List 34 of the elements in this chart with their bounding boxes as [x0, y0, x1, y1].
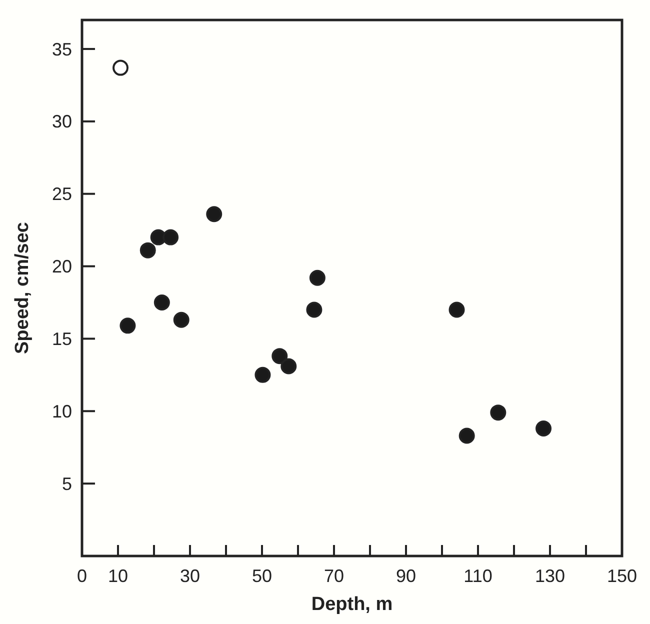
y-axis-title: Speed, cm/sec	[12, 222, 33, 354]
point	[306, 302, 322, 318]
point	[154, 294, 170, 310]
point	[280, 358, 297, 374]
x-tick-label: 30	[180, 566, 200, 586]
x-tick-label: 130	[534, 566, 566, 586]
point	[458, 428, 475, 444]
point	[272, 348, 288, 364]
point	[140, 242, 156, 258]
y-tick-label: 10	[52, 401, 72, 422]
point	[448, 302, 465, 318]
point	[162, 229, 179, 246]
x-tick-label: 50	[252, 566, 272, 586]
y-tick-label: 20	[52, 256, 72, 277]
y-tick-label: 5	[62, 474, 72, 494]
x-tick-label: 0	[76, 566, 88, 586]
x-tick-label: 70	[324, 566, 344, 586]
y-tick-label: 35	[52, 39, 72, 60]
y-tick-label: 25	[52, 184, 72, 204]
x-tick-label: 150	[606, 566, 638, 586]
point	[173, 312, 190, 328]
point	[120, 318, 136, 334]
point	[309, 270, 326, 286]
x-axis-title: Depth, m	[311, 594, 393, 615]
point	[490, 404, 506, 421]
y-tick-label: 30	[52, 112, 72, 132]
point	[536, 420, 552, 437]
y-tick-label: 15	[52, 329, 72, 350]
x-tick-label: 110	[464, 566, 492, 586]
x-tick-label: 10	[108, 566, 128, 586]
point	[254, 366, 271, 383]
point	[206, 206, 222, 222]
x-tick-label: 90	[396, 566, 416, 586]
point	[112, 60, 129, 76]
